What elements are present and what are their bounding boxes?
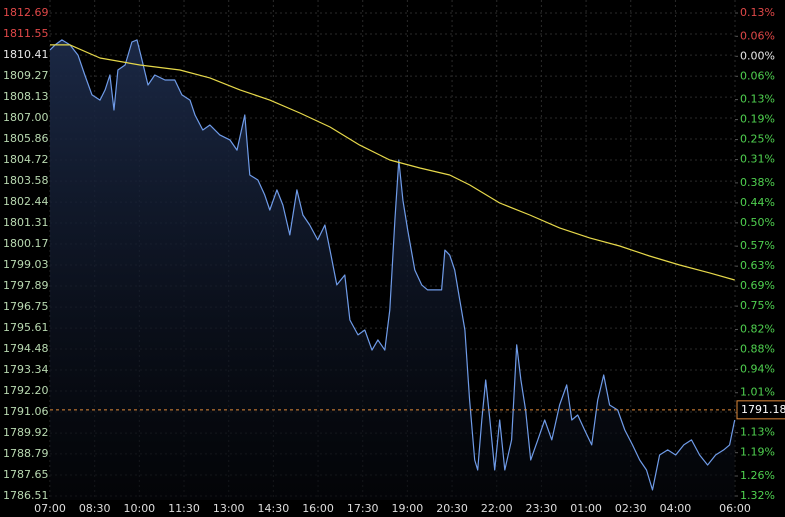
y2-tick-label: 0.75%: [740, 299, 775, 312]
price-line: [49, 39, 736, 491]
y-tick-label: 1804.72: [3, 153, 49, 166]
moving-average-line: [50, 44, 735, 281]
y2-tick-label: 0.00%: [740, 49, 775, 62]
x-tick-label: 08:30: [79, 502, 111, 515]
x-tick-label: 10:00: [123, 502, 155, 515]
x-tick-label: 04:00: [660, 502, 692, 515]
x-tick-label: 20:30: [436, 502, 468, 515]
y-tick-label: 1787.65: [3, 468, 49, 481]
y-tick-label: 1810.41: [3, 48, 49, 61]
y2-tick-label: 0.38%: [740, 176, 775, 189]
y2-tick-label: 1.32%: [740, 489, 775, 502]
x-tick-label: 06:00: [719, 502, 751, 515]
y2-tick-label: 0.94%: [740, 362, 775, 375]
y-tick-label: 1795.61: [3, 321, 49, 334]
x-tick-label: 02:30: [615, 502, 647, 515]
y2-tick-label: 0.63%: [740, 259, 775, 272]
y2-tick-label: 1.01%: [740, 386, 775, 399]
last-price-label: 1791.18: [741, 403, 785, 416]
y-tick-label: 1805.86: [3, 132, 49, 145]
y-tick-label: 1799.03: [3, 258, 49, 271]
y-tick-label: 1807.00: [3, 111, 49, 124]
y-tick-label: 1809.27: [3, 69, 49, 82]
y2-tick-label: 0.19%: [740, 113, 775, 126]
y2-tick-label: 0.13%: [740, 93, 775, 106]
y2-tick-label: 0.88%: [740, 342, 775, 355]
y-tick-label: 1803.58: [3, 174, 49, 187]
y2-tick-label: 1.19%: [740, 446, 775, 459]
y2-tick-label: 0.13%: [740, 6, 775, 19]
y-tick-label: 1788.79: [3, 447, 49, 460]
last-price-box: [736, 400, 785, 420]
x-tick-label: 19:00: [392, 502, 424, 515]
y-tick-label: 1801.31: [3, 216, 49, 229]
y2-tick-label: 0.25%: [740, 133, 775, 146]
y2-tick-label: 0.06%: [740, 29, 775, 42]
x-tick-label: 11:30: [168, 502, 200, 515]
y-tick-label: 1793.34: [3, 363, 49, 376]
y-tick-label: 1812.69: [3, 6, 49, 19]
y-tick-label: 1797.89: [3, 279, 49, 292]
y-tick-label: 1792.20: [3, 384, 49, 397]
y-tick-label: 1811.55: [3, 27, 49, 40]
y-tick-label: 1800.17: [3, 237, 49, 250]
y-tick-label: 1786.51: [3, 489, 49, 502]
y2-tick-label: 0.57%: [740, 239, 775, 252]
y2-tick-label: 0.06%: [740, 69, 775, 82]
x-tick-label: 23:30: [526, 502, 558, 515]
y2-tick-label: 1.26%: [740, 469, 775, 482]
y2-tick-label: 0.31%: [740, 153, 775, 166]
y2-tick-label: 0.50%: [740, 216, 775, 229]
y-tick-label: 1794.48: [3, 342, 49, 355]
x-tick-label: 17:30: [347, 502, 379, 515]
y-tick-label: 1802.44: [3, 195, 49, 208]
y2-tick-label: 0.82%: [740, 322, 775, 335]
x-tick-label: 13:00: [213, 502, 245, 515]
y2-tick-label: 1.13%: [740, 426, 775, 439]
y-tick-label: 1789.92: [3, 426, 49, 439]
y-tick-label: 1791.06: [3, 405, 49, 418]
x-tick-label: 01:00: [570, 502, 602, 515]
y-tick-label: 1808.13: [3, 90, 49, 103]
y-tick-label: 1796.75: [3, 300, 49, 313]
y2-tick-label: 0.69%: [740, 279, 775, 292]
x-tick-label: 07:00: [34, 502, 66, 515]
x-tick-label: 14:30: [258, 502, 290, 515]
x-tick-label: 22:00: [481, 502, 513, 515]
x-tick-label: 16:00: [302, 502, 334, 515]
y2-tick-label: 0.44%: [740, 196, 775, 209]
